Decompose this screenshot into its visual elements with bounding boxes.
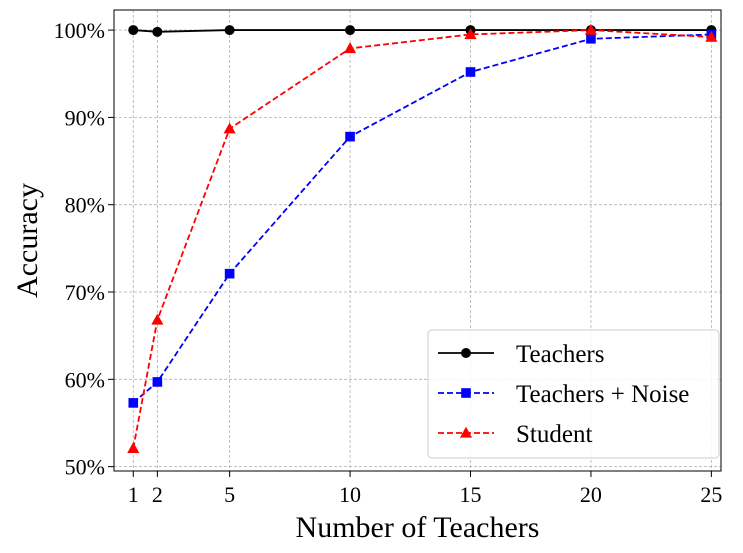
- legend-label: Student: [516, 421, 592, 448]
- data-point: [224, 25, 235, 36]
- data-point: [151, 313, 164, 325]
- data-point: [344, 42, 357, 54]
- series-3: [127, 23, 718, 453]
- data-point: [152, 377, 163, 387]
- data-point: [128, 25, 139, 36]
- data-point: [345, 131, 355, 142]
- x-tick-label: 5: [224, 482, 235, 507]
- legend: Teachers Teachers + Noise Student: [427, 329, 720, 459]
- x-tick-label: 2: [152, 482, 163, 507]
- data-point: [464, 28, 477, 40]
- data-point: [459, 426, 473, 438]
- data-point: [586, 34, 596, 44]
- y-axis-label: Accuracy: [11, 183, 44, 298]
- data-point: [461, 348, 471, 358]
- legend-item: Teachers: [438, 341, 604, 368]
- y-tick-label: 90%: [65, 105, 105, 130]
- y-tick-label: 100%: [54, 18, 105, 43]
- data-point: [345, 25, 356, 36]
- x-tick-label: 10: [339, 482, 361, 507]
- series-layer: [127, 23, 718, 453]
- data-point: [224, 268, 235, 279]
- data-point: [461, 388, 471, 398]
- legend-label: Teachers: [516, 341, 604, 368]
- data-point: [152, 26, 163, 37]
- y-tick-label: 70%: [65, 280, 105, 305]
- data-point: [127, 442, 140, 453]
- y-tick-label: 60%: [65, 367, 105, 392]
- legend-label: Teachers + Noise: [516, 381, 689, 408]
- data-point: [705, 30, 718, 42]
- x-tick-label: 1: [128, 482, 139, 507]
- x-tick-label: 25: [700, 482, 722, 507]
- legend-item: Student: [438, 421, 592, 448]
- y-tick-label: 50%: [65, 455, 105, 480]
- legend-box: [427, 329, 720, 459]
- data-point: [223, 122, 236, 134]
- x-axis-label: Number of Teachers: [296, 511, 540, 544]
- data-point: [584, 23, 597, 35]
- data-point: [465, 67, 476, 77]
- data-point: [128, 398, 139, 408]
- legend-item: Teachers + Noise: [438, 381, 689, 408]
- x-tick-label: 15: [459, 482, 481, 507]
- y-tick-label: 80%: [65, 193, 105, 218]
- plot-frame: [113, 9, 722, 472]
- series-2: [128, 29, 717, 408]
- x-tick-label: 20: [580, 482, 602, 507]
